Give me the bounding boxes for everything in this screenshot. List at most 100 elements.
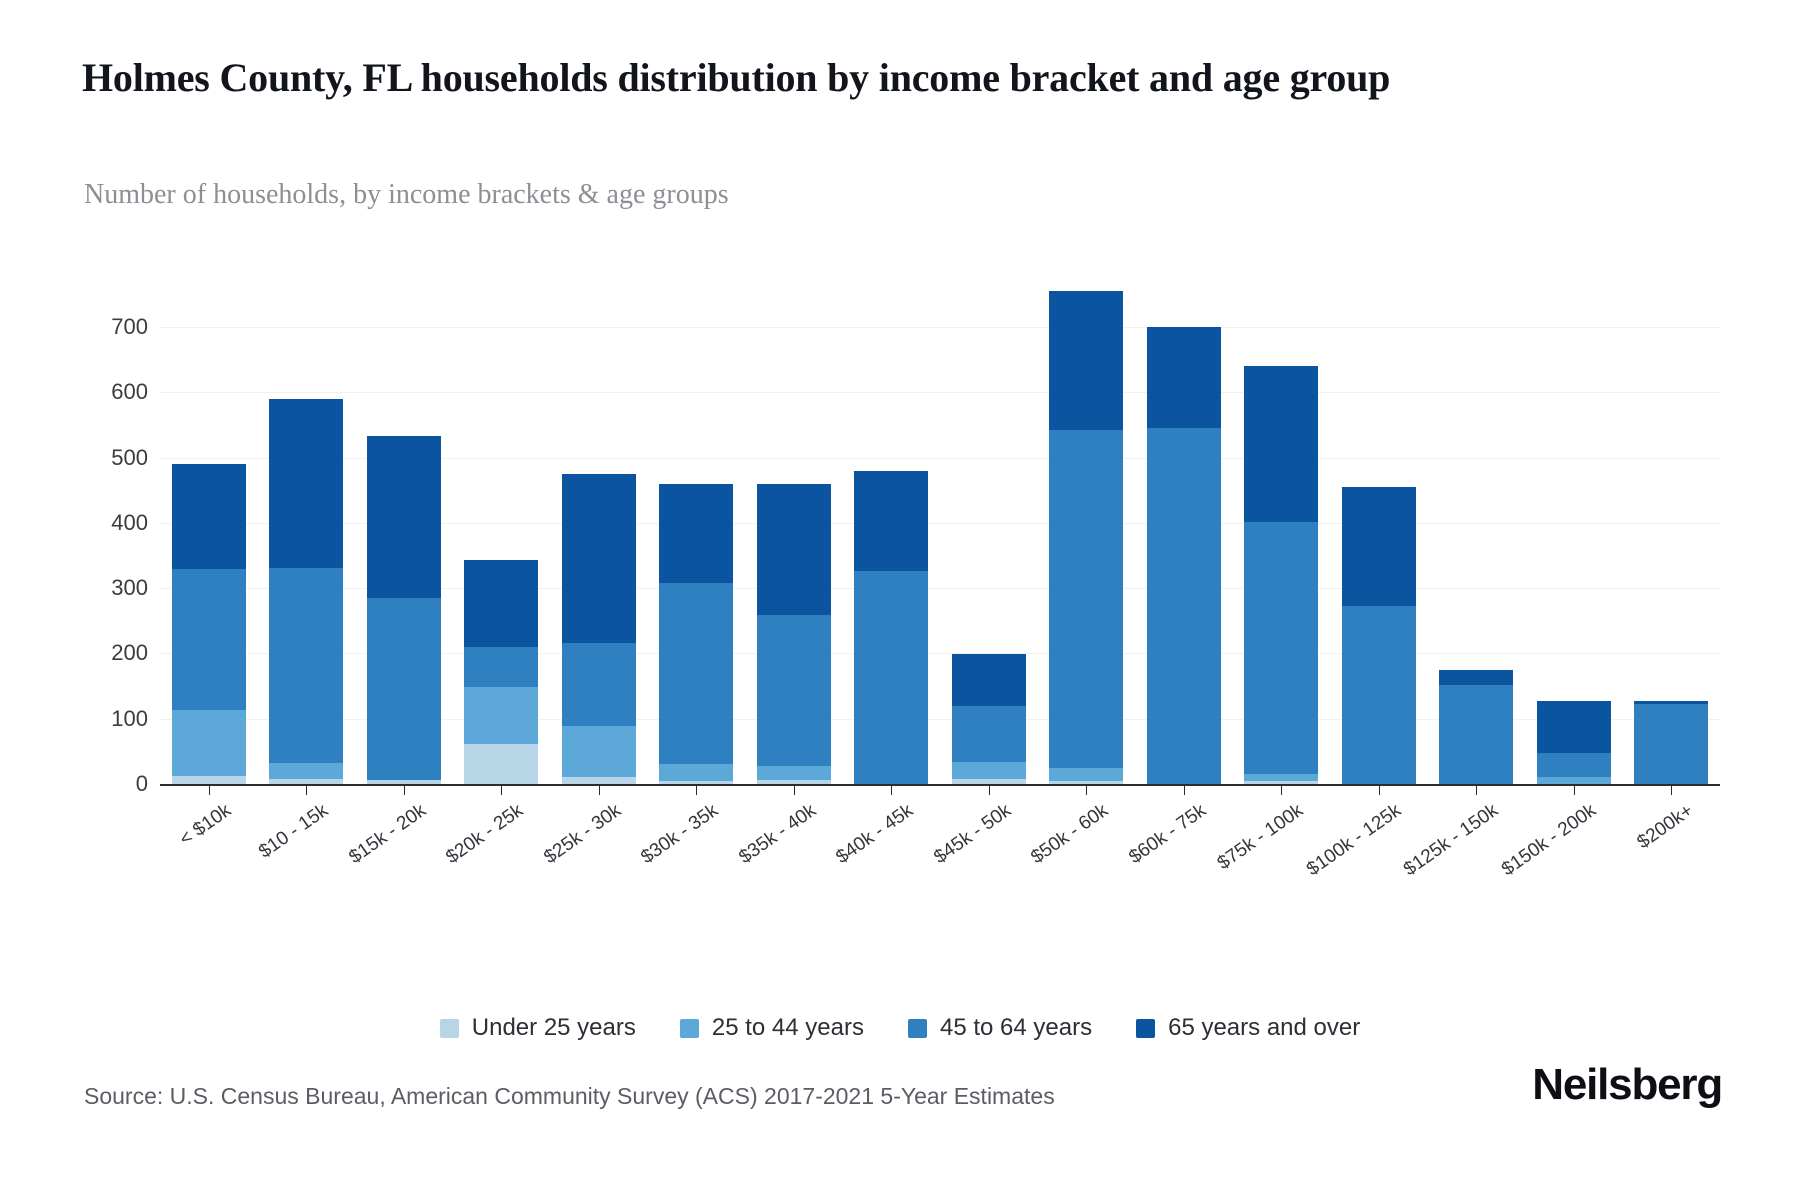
bar-segment[interactable] [1049,768,1124,781]
bar-stack[interactable] [269,398,344,784]
gridline [160,457,1720,459]
bar-segment[interactable] [1049,291,1124,431]
x-axis-tick-mark [306,784,308,795]
bar-segment[interactable] [1536,776,1611,784]
x-axis-label: < $10k [175,800,235,851]
bar-stack[interactable] [659,483,734,784]
legend-item[interactable]: 65 years and over [1136,1014,1360,1042]
bar-segment[interactable] [1634,704,1709,784]
bar-segment[interactable] [951,778,1026,784]
bar-segment[interactable] [366,598,441,781]
bar-stack[interactable] [951,653,1026,784]
x-axis-label: $100k - 125k [1302,800,1405,881]
bar-segment[interactable] [464,743,539,784]
bar-stack[interactable] [1439,670,1514,784]
legend-swatch-icon [439,1018,459,1038]
legend-label: 25 to 44 years [711,1014,864,1041]
x-axis-tick-mark [1476,784,1478,795]
x-axis-label: $150k - 200k [1497,800,1600,881]
bar-stack[interactable] [366,436,441,784]
bar-segment[interactable] [1536,701,1611,753]
bar-segment[interactable] [1341,606,1416,784]
x-axis-label: $20k - 25k [442,800,528,869]
legend-item[interactable]: Under 25 years [439,1014,636,1042]
x-axis-tick-mark [208,784,210,795]
bar-stack[interactable] [854,470,929,784]
bar-segment[interactable] [854,470,929,572]
x-axis-tick-mark [598,784,600,795]
bar-stack[interactable] [1341,487,1416,784]
gridline [160,327,1720,329]
bar-segment[interactable] [659,583,734,764]
x-axis-label: $25k - 30k [540,800,625,869]
bar-stack[interactable] [1049,291,1124,784]
bar-segment[interactable] [951,761,1026,779]
x-axis-tick-mark [1378,784,1380,795]
bar-series-container [160,288,1720,784]
bar-stack[interactable] [1634,701,1709,784]
bar-segment[interactable] [1536,752,1611,777]
x-axis-label: $50k - 60k [1027,800,1113,869]
bar-segment[interactable] [756,483,831,615]
bar-segment[interactable] [1439,670,1514,685]
bar-segment[interactable] [561,725,636,778]
x-axis-tick-mark [1281,784,1283,795]
bar-segment[interactable] [171,464,246,569]
bar-segment[interactable] [1146,428,1221,784]
bar-segment[interactable] [659,780,734,784]
bar-segment[interactable] [269,763,344,779]
x-axis-label: $45k - 50k [930,800,1015,869]
bar-segment[interactable] [1244,366,1319,523]
bar-segment[interactable] [366,780,441,784]
legend-item[interactable]: 45 to 64 years [907,1014,1092,1042]
x-axis-label: $30k - 35k [637,800,723,869]
bar-segment[interactable] [464,560,539,647]
bar-segment[interactable] [1634,701,1709,705]
bar-stack[interactable] [1244,366,1319,784]
bar-segment[interactable] [951,653,1026,706]
bar-segment[interactable] [756,780,831,784]
bar-segment[interactable] [366,436,441,599]
bar-segment[interactable] [171,568,246,711]
bar-stack[interactable] [561,474,636,784]
bar-segment[interactable] [561,643,636,726]
bar-segment[interactable] [171,776,246,784]
bar-segment[interactable] [561,777,636,784]
bar-segment[interactable] [1244,780,1319,784]
bar-stack[interactable] [171,464,246,784]
bar-segment[interactable] [269,568,344,764]
bar-stack[interactable] [464,560,539,784]
bar-segment[interactable] [171,710,246,777]
bar-segment[interactable] [561,474,636,644]
bar-segment[interactable] [269,398,344,568]
bar-segment[interactable] [951,705,1026,762]
x-axis-tick-mark [403,784,405,795]
gridline [160,653,1720,655]
bar-stack[interactable] [1536,701,1611,784]
x-axis-label: $75k - 100k [1213,800,1308,875]
bar-segment[interactable] [269,778,344,784]
bar-segment[interactable] [1049,780,1124,784]
bar-segment[interactable] [659,483,734,584]
bar-segment[interactable] [1244,773,1319,781]
bar-segment[interactable] [1439,684,1514,784]
bar-segment[interactable] [854,571,929,784]
legend-item[interactable]: 25 to 44 years [679,1014,864,1042]
bar-segment[interactable] [464,687,539,744]
bar-segment[interactable] [1341,487,1416,607]
bar-stack[interactable] [1146,326,1221,784]
bar-stack[interactable] [756,483,831,784]
bar-segment[interactable] [756,614,831,767]
x-axis-tick-mark [988,784,990,795]
legend-swatch-icon [1136,1018,1156,1038]
legend-swatch-icon [907,1018,927,1038]
plot-area [160,288,1720,786]
bar-segment[interactable] [464,646,539,688]
bar-segment[interactable] [756,766,831,781]
bar-segment[interactable] [1146,326,1221,429]
bar-segment[interactable] [659,763,734,781]
bar-segment[interactable] [1049,430,1124,769]
bar-segment[interactable] [1244,522,1319,774]
y-axis-tick-label: 400 [111,509,148,535]
x-axis-label: $60k - 75k [1125,800,1210,869]
